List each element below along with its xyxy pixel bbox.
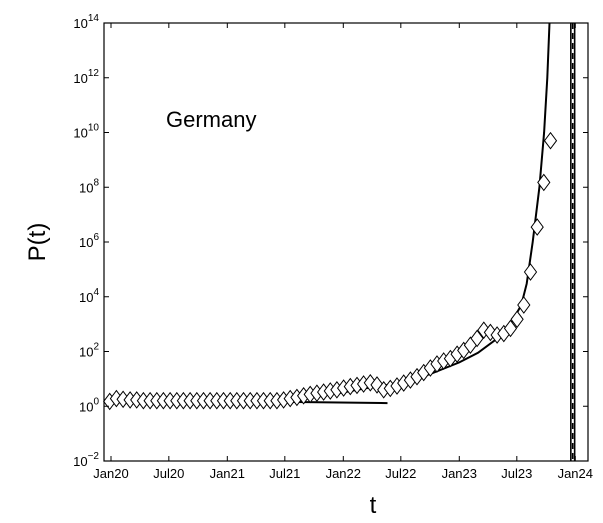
marker-layer xyxy=(103,131,558,411)
y-tick-label: 1010 xyxy=(73,123,99,141)
series-line-1 xyxy=(109,23,551,403)
x-tick-label: Jul22 xyxy=(385,466,416,481)
data-marker xyxy=(537,173,551,192)
data-marker xyxy=(543,131,558,150)
country-annotation: Germany xyxy=(166,107,256,132)
data-marker xyxy=(510,310,524,329)
x-tick-label: Jul20 xyxy=(153,466,184,481)
series-layer xyxy=(109,23,576,461)
x-tick-label: Jul23 xyxy=(501,466,532,481)
data-marker xyxy=(517,296,531,314)
x-tick-label: Jan23 xyxy=(442,466,477,481)
x-tick-label: Jan24 xyxy=(558,466,593,481)
x-tick-label: Jan21 xyxy=(210,466,245,481)
data-marker xyxy=(470,329,484,348)
data-marker xyxy=(503,319,518,338)
data-marker xyxy=(523,263,538,281)
y-tick-label: 10−2 xyxy=(73,451,99,469)
x-tick-label: Jan20 xyxy=(93,466,128,481)
y-tick-label: 1012 xyxy=(73,68,99,86)
y-tick-label: 108 xyxy=(79,177,99,195)
tick-layer: Jan20 Jul20 Jan21 Jul21 Jan22 Jul22 Jan23 Jul23… xyxy=(73,13,593,481)
y-tick-label: 106 xyxy=(79,232,99,250)
y-tick-label: 100 xyxy=(79,396,99,414)
x-tick-label: Jan22 xyxy=(326,466,361,481)
x-tick-label: Jul21 xyxy=(269,466,300,481)
y-tick-label: 1014 xyxy=(73,13,99,31)
y-axis-label: P(t) xyxy=(24,223,51,262)
y-tick-label: 102 xyxy=(79,342,99,360)
y-tick-label: 104 xyxy=(79,287,99,305)
data-marker xyxy=(530,218,544,236)
x-axis-label: t xyxy=(370,492,377,519)
